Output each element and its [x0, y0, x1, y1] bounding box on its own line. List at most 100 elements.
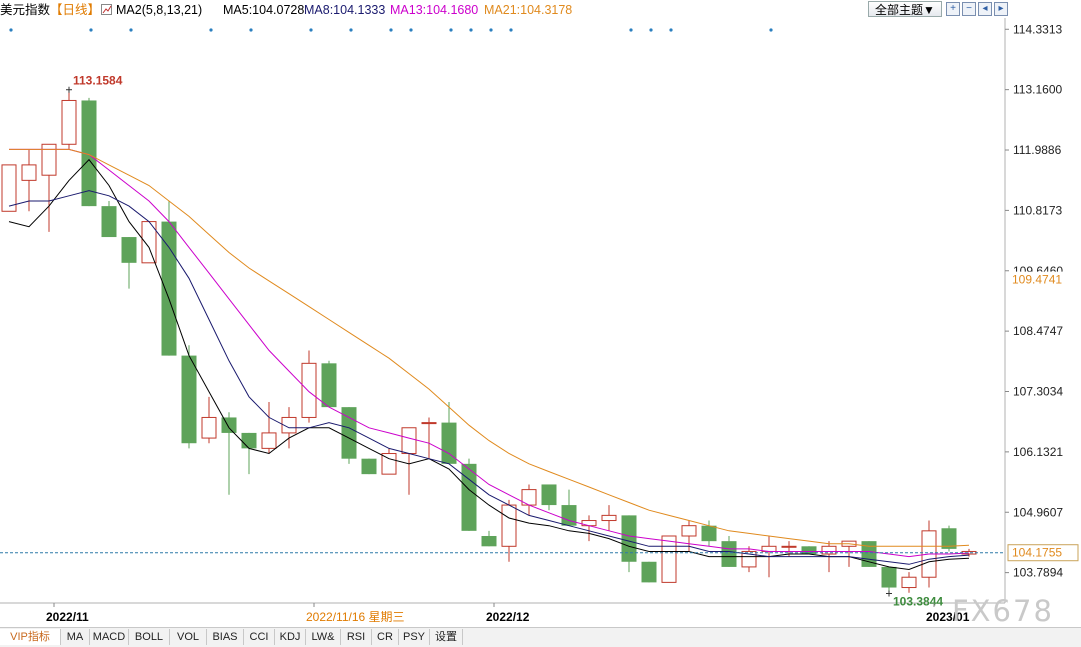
tab-psy[interactable]: PSY: [399, 629, 430, 645]
ma13-value: MA13:104.1680: [390, 3, 479, 17]
candle-body: [201, 416, 217, 439]
tab-kdj[interactable]: KDJ: [275, 629, 306, 645]
zoom-out-icon[interactable]: −: [962, 2, 976, 16]
candle-body: [741, 550, 757, 568]
event-marker: [89, 28, 93, 32]
candle-body: [81, 100, 97, 207]
event-marker: [389, 28, 393, 32]
tab-settings[interactable]: 设置: [430, 629, 463, 645]
candle: [601, 505, 617, 531]
y-tick-label: 113.1600: [1013, 83, 1062, 97]
period-label[interactable]: 【日线】: [50, 3, 101, 17]
event-marker: [129, 28, 133, 32]
ma21-value: MA21:104.3178: [484, 3, 573, 17]
candle: [741, 546, 757, 573]
event-marker: [249, 28, 253, 32]
tab-macd[interactable]: MACD: [90, 629, 129, 645]
candle: [221, 412, 237, 495]
event-marker: [469, 28, 473, 32]
candle: [901, 572, 917, 593]
tab-ma[interactable]: MA: [61, 629, 90, 645]
candle: [561, 489, 577, 526]
candle-body: [821, 545, 837, 555]
x-tick-label: 2022/12: [486, 610, 530, 624]
ma-line-ma13: [9, 148, 970, 558]
ma-settings-icon[interactable]: [101, 4, 112, 15]
y-tick-label: 114.3313: [1013, 22, 1062, 36]
tab-cci[interactable]: CCI: [244, 629, 275, 645]
theme-select[interactable]: 全部主题▼: [868, 1, 942, 17]
candle: [1, 164, 17, 212]
candle: [121, 237, 137, 289]
candle-body: [501, 504, 517, 547]
watermark-logo: FX678: [952, 594, 1054, 628]
tab-rsi[interactable]: RSI: [341, 629, 372, 645]
candle: [641, 561, 657, 583]
ma5-value: MA5:104.0728: [223, 3, 305, 17]
tab-cr[interactable]: CR: [372, 629, 399, 645]
candle: [201, 396, 217, 444]
candle-body: [681, 525, 697, 537]
candle-body: [161, 221, 177, 356]
tab-boll[interactable]: BOLL: [129, 629, 170, 645]
x-tick-label: 2022/11: [46, 610, 89, 624]
tab-vol[interactable]: VOL: [170, 629, 207, 645]
candle: [541, 484, 557, 511]
candle-body: [881, 566, 897, 588]
candle-body: [641, 561, 657, 583]
candle-body: [901, 576, 917, 589]
ma-settings-label: MA2(5,8,13,21): [116, 3, 203, 17]
candle: [241, 432, 257, 475]
candle-body: [1, 164, 17, 212]
candle-body: [401, 427, 417, 455]
event-marker: [449, 28, 453, 32]
extreme-label: 113.1584: [73, 74, 123, 88]
candle-body: [561, 505, 577, 526]
candle-body: [781, 545, 797, 548]
candle-body: [701, 525, 717, 542]
price-label: 109.4741: [1012, 273, 1062, 287]
tab-lw[interactable]: LW&: [306, 629, 341, 645]
event-marker: [349, 28, 353, 32]
candle: [321, 360, 337, 408]
tab-bias[interactable]: BIAS: [207, 629, 244, 645]
ma8-value: MA8:104.1333: [304, 3, 386, 17]
indicator-tabs: VIP指标 MA MACD BOLL VOL BIAS CCI KDJ LW& RSI CR PSY 设…: [0, 627, 1081, 647]
candle: [301, 350, 317, 423]
candle: [361, 458, 377, 475]
x-tick-label: 2022/11/16 星期三: [306, 610, 405, 624]
ma-line-ma21: [9, 148, 970, 547]
candle: [661, 535, 677, 583]
candle: [421, 417, 437, 459]
y-tick-label: 108.4747: [1013, 324, 1063, 338]
y-tick-label: 106.1321: [1013, 445, 1063, 459]
step-back-icon[interactable]: ◂: [978, 2, 992, 16]
event-marker: [489, 28, 493, 32]
price-label: 104.1755: [1012, 546, 1062, 560]
candle: [521, 484, 537, 516]
event-marker: [669, 28, 673, 32]
candle: [41, 143, 57, 232]
candle-body: [721, 541, 737, 567]
candle: [101, 200, 117, 238]
candle-body: [41, 143, 57, 176]
candle: [881, 566, 897, 594]
candle-body: [221, 417, 237, 433]
y-tick-label: 104.9607: [1013, 505, 1063, 519]
tab-vip[interactable]: VIP指标: [0, 629, 61, 645]
candle: [381, 448, 397, 475]
candle: [401, 427, 417, 495]
event-marker: [629, 28, 633, 32]
step-forward-icon[interactable]: ▸: [994, 2, 1008, 16]
candle-body: [421, 422, 437, 425]
candle-body: [661, 535, 677, 583]
event-marker: [309, 28, 313, 32]
candlestick-chart[interactable]: 114.3313113.1600111.9886110.8173109.6460…: [0, 0, 1081, 627]
candle-body: [181, 355, 197, 444]
candle-body: [341, 407, 357, 459]
candle: [501, 499, 517, 562]
zoom-in-icon[interactable]: +: [946, 2, 960, 16]
candle-body: [261, 432, 277, 449]
candle: [461, 458, 477, 531]
candle: [341, 407, 357, 464]
